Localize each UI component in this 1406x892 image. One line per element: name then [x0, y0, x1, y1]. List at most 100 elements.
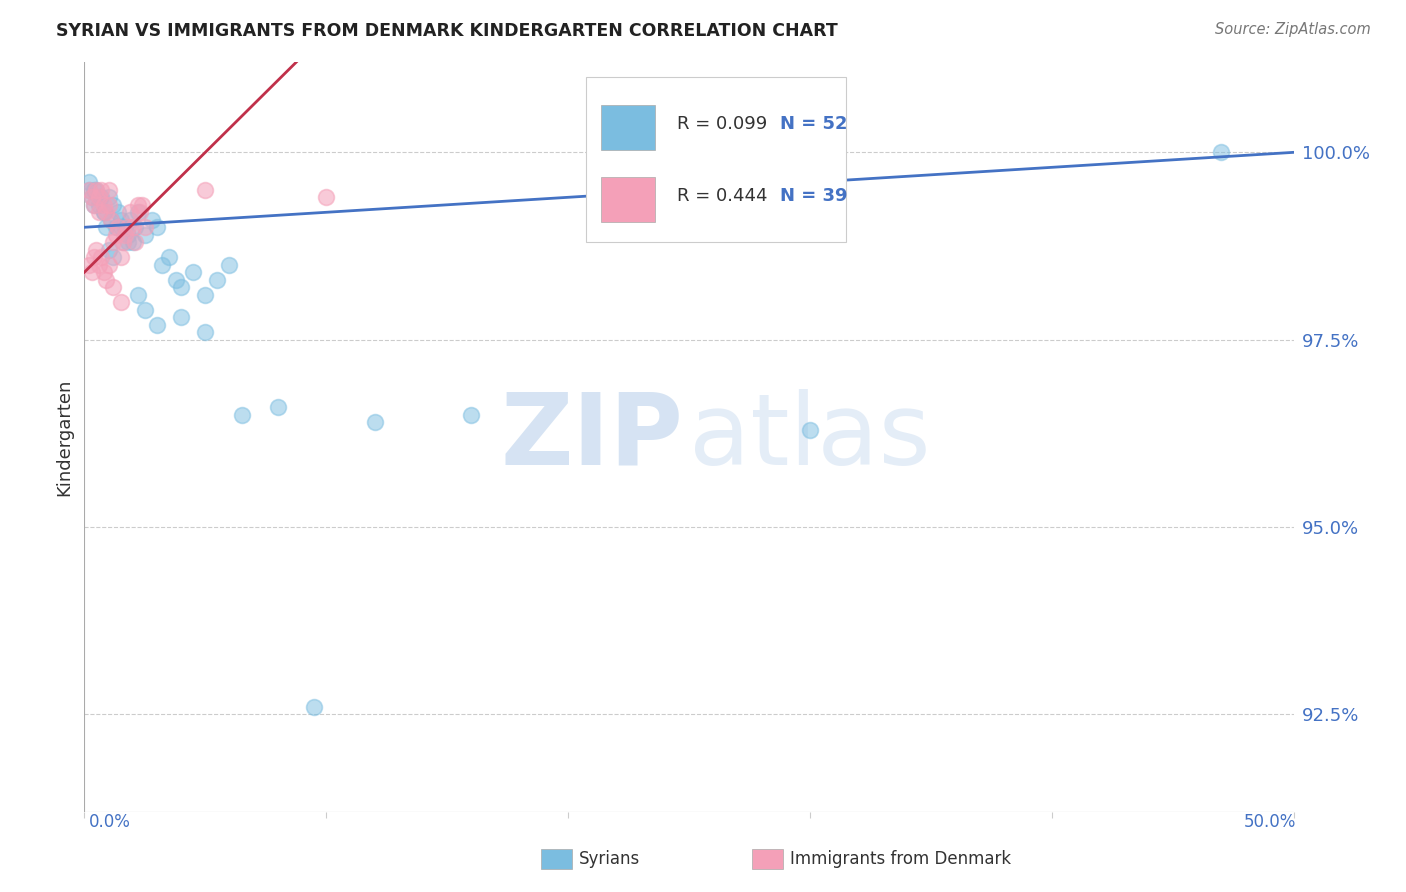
Point — [80, 190, 103, 204]
Point — [194, 325, 217, 339]
Point — [124, 220, 146, 235]
Point — [134, 227, 156, 242]
Point — [77, 175, 100, 189]
FancyBboxPatch shape — [600, 178, 655, 222]
Point — [165, 273, 187, 287]
Point — [207, 273, 229, 287]
Point — [87, 198, 110, 212]
Point — [117, 235, 139, 250]
Point — [77, 183, 100, 197]
Text: N = 39: N = 39 — [780, 187, 848, 205]
Point — [97, 198, 120, 212]
Point — [86, 183, 108, 197]
Point — [83, 183, 105, 197]
Point — [302, 699, 325, 714]
Point — [86, 243, 108, 257]
Point — [87, 190, 110, 204]
Point — [120, 205, 142, 219]
Point — [83, 250, 105, 264]
Point — [97, 183, 120, 197]
Point — [104, 227, 127, 242]
Point — [363, 415, 385, 429]
Point — [90, 190, 112, 204]
FancyBboxPatch shape — [586, 78, 846, 243]
Point — [799, 423, 821, 437]
Point — [103, 198, 125, 212]
Point — [80, 265, 103, 279]
Point — [77, 258, 100, 272]
Point — [93, 198, 115, 212]
Point — [218, 258, 240, 272]
Point — [104, 220, 127, 235]
Point — [194, 287, 217, 301]
Point — [127, 198, 149, 212]
Point — [93, 205, 115, 219]
Point — [107, 220, 129, 235]
Point — [121, 220, 143, 235]
Point — [94, 220, 117, 235]
Point — [231, 408, 253, 422]
Point — [110, 220, 132, 235]
Point — [127, 205, 149, 219]
Point — [103, 235, 125, 250]
Text: R = 0.444: R = 0.444 — [676, 187, 768, 205]
Text: Source: ZipAtlas.com: Source: ZipAtlas.com — [1215, 22, 1371, 37]
Text: Syrians: Syrians — [579, 850, 641, 868]
Text: N = 52: N = 52 — [780, 114, 848, 133]
Text: 0.0%: 0.0% — [89, 814, 131, 831]
Point — [157, 250, 180, 264]
Point — [110, 250, 132, 264]
Point — [181, 265, 204, 279]
Point — [460, 408, 482, 422]
Point — [117, 220, 139, 235]
Point — [110, 212, 132, 227]
Point — [129, 205, 152, 219]
Point — [120, 212, 142, 227]
Point — [90, 250, 112, 264]
Point — [100, 212, 122, 227]
Point — [94, 273, 117, 287]
Point — [83, 198, 105, 212]
Point — [86, 183, 108, 197]
Point — [87, 205, 110, 219]
Point — [124, 235, 146, 250]
Point — [87, 190, 110, 204]
Point — [83, 198, 105, 212]
Point — [77, 183, 100, 197]
Point — [110, 295, 132, 310]
Point — [97, 243, 120, 257]
Text: ZIP: ZIP — [501, 389, 683, 485]
Point — [112, 235, 135, 250]
Point — [267, 400, 290, 414]
Point — [93, 265, 115, 279]
Point — [131, 198, 153, 212]
Point — [150, 258, 173, 272]
Point — [114, 227, 136, 242]
Point — [100, 212, 122, 227]
Point — [107, 205, 129, 219]
Text: 50.0%: 50.0% — [1244, 814, 1296, 831]
Point — [315, 190, 337, 204]
Point — [114, 220, 136, 235]
FancyBboxPatch shape — [600, 105, 655, 150]
Point — [1209, 145, 1232, 160]
Point — [134, 302, 156, 317]
Point — [80, 190, 103, 204]
Text: Immigrants from Denmark: Immigrants from Denmark — [790, 850, 1011, 868]
Point — [121, 235, 143, 250]
Point — [141, 212, 163, 227]
Point — [127, 287, 149, 301]
Point — [93, 205, 115, 219]
Text: R = 0.099: R = 0.099 — [676, 114, 768, 133]
Point — [146, 220, 169, 235]
Point — [90, 183, 112, 197]
Point — [170, 310, 193, 325]
Point — [97, 190, 120, 204]
Point — [170, 280, 193, 294]
Point — [194, 183, 217, 197]
Text: SYRIAN VS IMMIGRANTS FROM DENMARK KINDERGARTEN CORRELATION CHART: SYRIAN VS IMMIGRANTS FROM DENMARK KINDER… — [56, 22, 838, 40]
Text: atlas: atlas — [689, 389, 931, 485]
Point — [97, 258, 120, 272]
Point — [146, 318, 169, 332]
Point — [134, 220, 156, 235]
